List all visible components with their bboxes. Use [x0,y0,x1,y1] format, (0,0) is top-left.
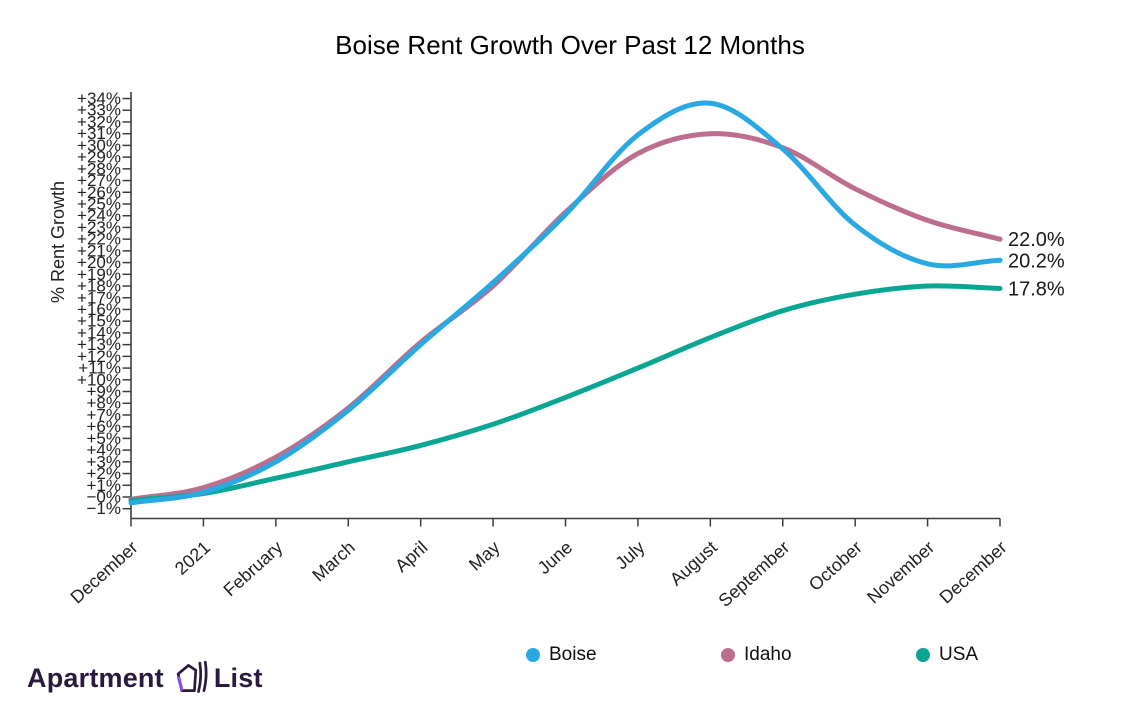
x-tick-label: June [534,537,576,578]
x-tick-label: March [308,537,359,585]
logo-text-list: List [213,662,263,693]
y-tick-label: +14% [77,323,121,342]
x-tick-label: August [666,537,721,589]
y-tick-label: +25% [77,195,121,214]
x-tick-label: September [715,537,794,611]
y-tick-label: +4% [87,441,122,460]
series-line-usa [128,283,1003,503]
x-tick-label: July [611,537,648,573]
legend-label-idaho: Idaho [744,644,792,665]
end-label-usa: 17.8% [1008,278,1065,300]
y-tick-label: +15% [77,312,121,331]
y-axis-title: % Rent Growth [48,181,68,303]
y-tick-label: +30% [77,136,121,155]
x-tick-label: November [863,537,938,607]
y-tick-label: +6% [87,417,122,436]
end-label-idaho: 22.0% [1008,229,1065,251]
legend-dot-boise-icon [526,648,540,662]
y-tick-label: +18% [77,277,121,296]
x-tick-label: 2021 [171,537,214,579]
y-tick-label: +8% [87,394,122,413]
x-tick-label: December [67,537,142,607]
y-tick-label: +19% [77,265,121,284]
legend-label-boise: Boise [549,644,597,665]
y-tick-label: +9% [87,382,122,401]
y-tick-label: +10% [77,370,121,389]
logo: Apartment List [27,658,263,698]
y-tick-label: +22% [77,230,121,249]
x-tick-label: December [936,537,1011,607]
legend-item-idaho[interactable]: Idaho [721,644,792,666]
end-label-boise: 20.2% [1008,250,1065,272]
y-tick-label: +23% [77,218,121,237]
y-tick-label: +32% [77,112,121,131]
legend-item-usa[interactable]: USA [916,644,978,666]
y-tick-label: +7% [87,405,122,424]
y-tick-label: +16% [77,300,121,319]
y-tick-label: +2% [87,464,122,483]
y-tick-label: +21% [77,241,121,260]
y-tick-label: +11% [78,359,121,378]
chart-title: Boise Rent Growth Over Past 12 Months [335,30,805,60]
logo-text-apartment: Apartment [27,662,164,693]
y-tick-label: +26% [77,183,121,202]
y-tick-label: +34% [77,89,121,108]
logo-house-icon [176,660,208,693]
x-tick-label: April [391,537,431,576]
y-tick-label: +20% [77,253,121,272]
y-tick-label: +5% [87,429,122,448]
x-tick-label: February [220,537,287,600]
legend-dot-idaho-icon [721,648,735,662]
series-line-idaho [128,131,1003,502]
y-tick-label: +17% [77,288,121,307]
y-tick-label: −0% [87,488,122,507]
series-line-boise [128,100,1003,506]
legend-dot-usa-icon [916,648,930,662]
x-tick-label: October [805,537,866,595]
y-tick-label: +33% [77,101,121,120]
y-tick-label: +27% [77,171,121,190]
legend-label-usa: USA [939,644,979,665]
y-tick-label: +12% [77,347,121,366]
y-tick-label: +24% [77,206,121,225]
y-tick-label: +28% [77,159,121,178]
y-tick-label: +3% [87,452,122,471]
y-tick-label: +29% [77,148,121,167]
y-tick-label: +13% [77,335,121,354]
y-tick-label: +31% [77,124,121,143]
y-tick-label: +1% [87,476,122,495]
y-tick-label: −1% [87,499,122,518]
legend-item-boise[interactable]: Boise [526,644,597,666]
x-tick-label: May [465,537,504,575]
